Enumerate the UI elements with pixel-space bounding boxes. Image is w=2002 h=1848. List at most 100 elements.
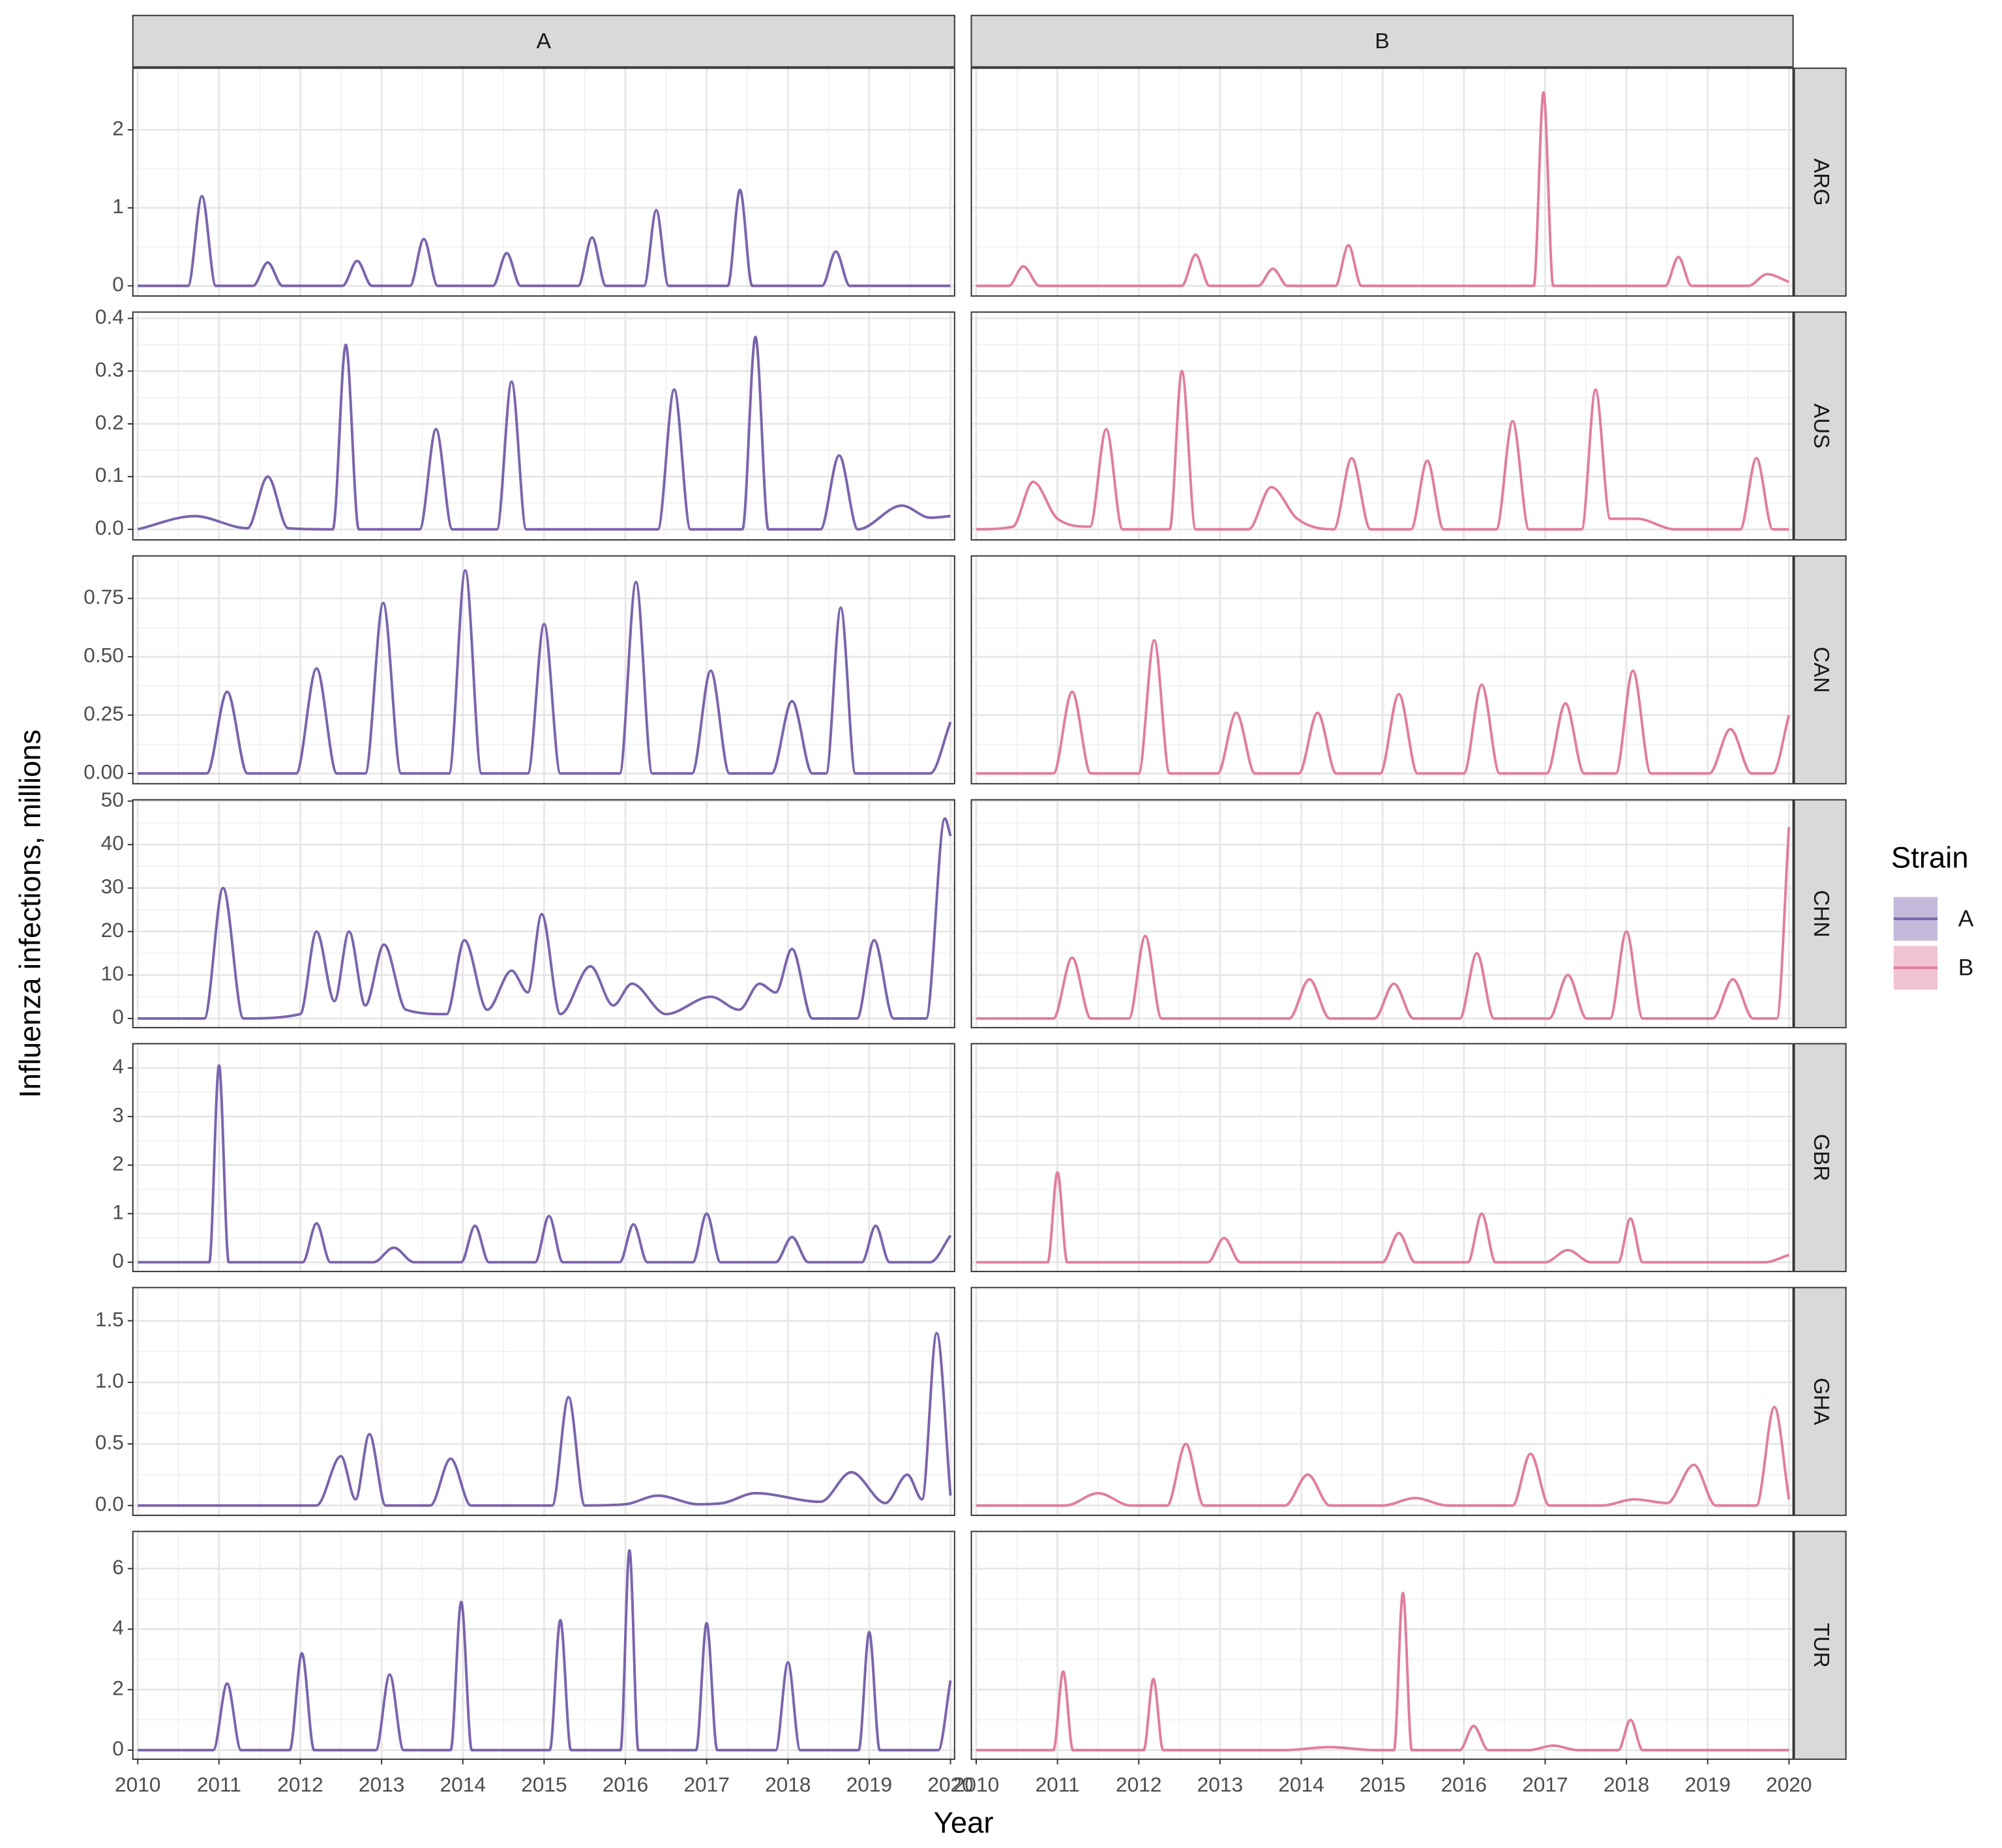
y-tick-label: 0.3 [95,358,124,381]
legend-title: Strain [1891,841,1969,874]
x-tick-label: 2018 [765,1773,811,1796]
x-tick-label: 2015 [1360,1773,1405,1796]
y-tick-label: 0.1 [95,463,124,486]
panel-border [132,799,955,1028]
y-tick-label: 1 [112,194,124,218]
y-tick-label: 3 [112,1103,124,1127]
x-tick-label: 2010 [115,1773,160,1796]
y-tick-label: 30 [101,874,124,898]
series-line [138,1332,952,1507]
y-tick-label: 1.5 [95,1307,124,1331]
facet-strip-label: CAN [1809,647,1833,693]
x-tick-label: 2020 [1766,1773,1812,1796]
panel [132,67,955,297]
series-line [138,817,952,1020]
x-tick-label: 2019 [846,1773,892,1796]
x-tick-label: 2020 [927,1773,973,1796]
series-line [976,370,1789,531]
x-tick-label: 2017 [1522,1773,1568,1796]
y-tick-label: 50 [101,788,124,811]
facet-strip [1793,1287,1847,1516]
y-tick-label: 20 [101,918,124,942]
series-line [976,1591,1789,1751]
series-line [976,827,1791,1020]
panel-border [970,311,1794,541]
x-tick-label: 2012 [1116,1773,1161,1796]
y-tick-label: 0 [112,1249,124,1272]
facet-strip [1793,799,1847,1028]
panel [970,311,1794,541]
y-tick-label: 4 [112,1054,124,1078]
facet-strip-label: B [1375,29,1389,53]
x-tick-label: 2019 [1684,1773,1730,1796]
panel-border [970,1287,1794,1516]
panel [132,555,955,784]
y-tick-label: 0.50 [83,644,124,667]
facet-strip [1793,67,1847,297]
series-line [138,1549,952,1751]
y-tick-label: 4 [112,1616,124,1639]
facet-strip-label: TUR [1809,1623,1833,1668]
panel-border [970,555,1794,784]
y-tick-label: 2 [112,116,124,140]
x-axis-title: Year [934,1806,994,1840]
panel [132,1043,955,1272]
series-line [138,569,952,775]
x-tick-label: 2013 [359,1773,404,1796]
y-tick-label: 40 [101,831,124,855]
series-line [137,335,951,531]
panel [132,1287,955,1516]
panel [970,555,1794,784]
panel-border [132,311,955,541]
panel [132,1530,955,1760]
panel-border [132,555,955,784]
panel-border [132,67,955,297]
y-tick-label: 0 [112,1005,124,1028]
series-line [976,1170,1789,1264]
panel [132,311,955,541]
y-tick-label: 0.2 [95,410,124,434]
x-tick-label: 2010 [953,1773,999,1796]
y-tick-label: 6 [112,1555,124,1579]
panel [970,1043,1794,1272]
panel-border [970,67,1794,297]
x-tick-label: 2011 [197,1773,241,1796]
facet-strip [1793,1043,1847,1272]
legend-label: B [1958,954,1974,980]
y-tick-label: 0.25 [83,702,124,725]
facet-strip-label: ARG [1809,158,1833,206]
y-tick-label: 1.0 [95,1369,124,1392]
y-tick-label: 0.0 [95,516,124,539]
panel [970,67,1794,297]
x-tick-label: 2017 [683,1773,729,1796]
facet-strip-label: AUS [1809,404,1833,449]
facet-strip [1793,311,1847,541]
facet-strip [1793,1530,1847,1760]
legend-label: A [1958,905,1974,931]
facet-strip [132,14,955,68]
y-tick-label: 2 [112,1676,124,1699]
x-tick-label: 2016 [1441,1773,1487,1796]
y-tick-label: 0.4 [95,305,124,329]
y-tick-label: 0.0 [95,1492,124,1515]
y-tick-label: 0.00 [83,760,124,784]
facet-strip-label: GBR [1809,1134,1833,1182]
y-tick-label: 0.75 [83,585,124,608]
panel [132,799,955,1028]
facet-strip-label: A [537,29,552,53]
x-tick-label: 2015 [521,1773,567,1796]
facet-strip-label: GHA [1809,1378,1833,1425]
panel [970,799,1794,1028]
y-tick-label: 1 [112,1200,124,1224]
y-tick-label: 10 [101,962,124,985]
x-tick-label: 2014 [440,1773,486,1796]
series-line [976,639,1791,775]
series-line [976,1405,1791,1507]
facet-strip [1793,555,1847,784]
series-line [138,188,951,288]
facet-strip [970,14,1794,68]
x-tick-label: 2018 [1604,1773,1649,1796]
facet-strip-label: CHN [1809,890,1833,938]
y-tick-label: 0.5 [95,1431,124,1454]
